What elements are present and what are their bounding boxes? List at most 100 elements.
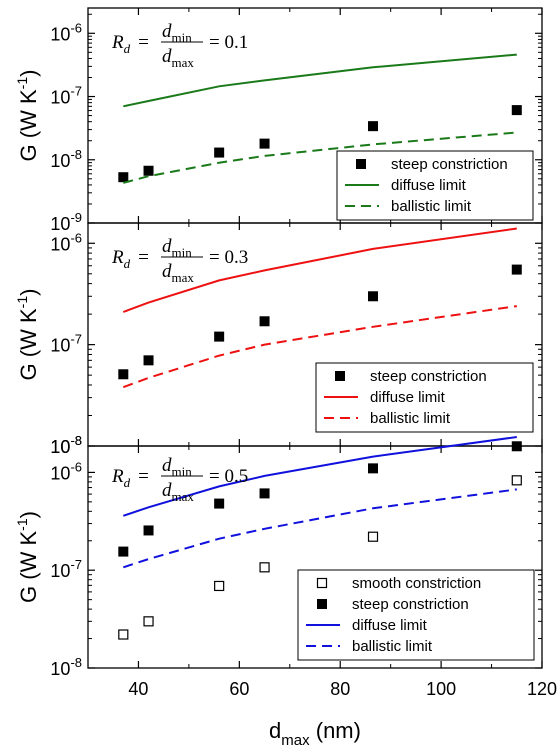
steep-constriction-point — [511, 264, 522, 275]
legend-label: ballistic limit — [391, 198, 472, 215]
y-axis-title: G (W K-1) — [14, 289, 41, 381]
equation-denominator: dmax — [162, 46, 194, 70]
equation-num-sub: min — [172, 30, 193, 45]
y-tick-label: 10-7 — [50, 557, 82, 581]
equation-den-sub: max — [172, 270, 195, 285]
diffuse-limit-line — [122, 436, 517, 517]
equation-r: R — [111, 247, 124, 268]
equation-r-sub: d — [124, 41, 131, 56]
equation-num-sub: min — [172, 464, 193, 479]
steep-constriction-point — [143, 525, 154, 536]
y-tick-base: 10 — [50, 463, 70, 483]
x-tick-label: 100 — [426, 679, 456, 699]
y-tick-label: 10-7 — [50, 84, 82, 108]
y-axis-title: G (W K-1) — [14, 70, 41, 162]
ballistic-limit-line — [122, 488, 517, 569]
y-axis-title-exponent: -1 — [14, 518, 30, 531]
ballistic-limit-line — [122, 305, 517, 389]
steep-constriction-point — [259, 316, 270, 327]
equation-den-d: d — [162, 261, 172, 282]
panel-frame — [87, 445, 543, 669]
smooth-constriction-point — [143, 616, 154, 627]
steep-constriction-point — [214, 498, 225, 509]
legend: steep constriction diffuse limit ballistic… — [315, 362, 534, 433]
equation-denominator: dmax — [162, 261, 194, 285]
y-tick-label: 10-6 — [50, 459, 82, 483]
y-tick-base: 10 — [50, 437, 70, 457]
legend-label: smooth constriction — [352, 575, 481, 592]
steep-constriction-point — [118, 369, 129, 380]
equation-num-d: d — [162, 236, 172, 257]
steep-constriction-point — [118, 546, 129, 557]
y-axis-title: G (W K-1) — [14, 511, 41, 603]
ballistic-limit-line — [123, 131, 517, 184]
y-axis-title-main: G (W K — [16, 89, 41, 161]
y-tick-label: 10-6 — [50, 230, 82, 254]
y-tick-label: 10-6 — [50, 20, 82, 44]
equation-denominator: dmax — [162, 480, 194, 504]
y-tick-exponent: -6 — [70, 20, 82, 35]
y-tick-label: 10-8 — [50, 655, 82, 679]
equation-den-sub: max — [172, 489, 195, 504]
y-tick-base: 10 — [50, 437, 70, 457]
y-tick-base: 10 — [50, 336, 70, 356]
y-tick-exponent: -8 — [70, 655, 82, 670]
steep-constriction-point — [368, 463, 379, 474]
steep-constriction-point — [511, 441, 522, 452]
equation-lhs: Rd = — [111, 32, 149, 56]
y-tick-base: 10 — [50, 214, 70, 234]
equation-equals: = — [138, 247, 149, 268]
y-axis-title-main: G (W K — [16, 531, 41, 603]
x-tick-label: 80 — [330, 679, 350, 699]
x-axis-title-main: d — [269, 718, 281, 743]
y-tick-label: 10-7 — [50, 332, 82, 356]
legend-box — [297, 569, 535, 661]
y-tick-exponent: -9 — [70, 210, 82, 225]
equation-num-d: d — [162, 21, 172, 42]
legend-symbol-steep — [335, 371, 345, 381]
equation-value: = 0.3 — [209, 247, 248, 268]
smooth-constriction-point — [214, 580, 225, 592]
steep-constriction-point — [214, 147, 225, 158]
smooth-constriction-point — [259, 562, 270, 573]
legend-label: steep constriction — [352, 596, 469, 613]
equation-equals: = — [138, 466, 149, 487]
x-axis-title-unit: (nm) — [310, 718, 361, 743]
x-tick-label: 40 — [128, 679, 148, 699]
y-axis-title-close: ) — [16, 511, 41, 518]
equation-r: R — [111, 466, 124, 487]
y-tick-label-top: 10-8 — [50, 433, 82, 457]
equation-lhs: Rd = — [111, 247, 149, 271]
steep-constriction-point — [368, 121, 379, 132]
y-tick-exponent: -8 — [70, 433, 82, 448]
steep-constriction-point — [214, 331, 225, 342]
smooth-constriction-point — [511, 475, 522, 486]
y-axis-title-main: G (W K — [16, 308, 41, 380]
x-axis-title-sub: max — [281, 732, 310, 749]
y-tick-exponent: -6 — [70, 230, 82, 245]
equation-r-sub: d — [124, 256, 131, 271]
steep-constriction-point — [143, 355, 154, 366]
legend-label: diffuse limit — [370, 389, 446, 406]
equation-num-sub: min — [172, 245, 193, 260]
y-tick-base: 10 — [50, 88, 70, 108]
legend: steep constriction diffuse limit ballistic… — [336, 150, 534, 221]
legend-label: diffuse limit — [352, 617, 428, 634]
legend: smooth constriction steep constriction dif… — [297, 569, 535, 661]
y-tick-label: 10-9 — [50, 210, 82, 234]
y-tick-label: 10-8 — [50, 147, 82, 171]
steep-constriction-point — [259, 488, 270, 499]
y-axis-title-exponent: -1 — [14, 77, 30, 90]
legend-label: ballistic limit — [352, 638, 433, 655]
equation-r-sub: d — [124, 475, 131, 490]
y-tick-base: 10 — [50, 561, 70, 581]
legend-symbol-steep — [356, 159, 366, 169]
y-tick-exponent: -7 — [70, 84, 82, 99]
steep-constriction-point — [259, 138, 270, 149]
y-tick-exponent: -7 — [70, 557, 82, 572]
equation-numerator: dmin — [162, 455, 192, 479]
steep-constriction-point — [511, 105, 522, 116]
smooth-constriction-point — [118, 629, 129, 640]
y-tick-exponent: -6 — [70, 459, 82, 474]
